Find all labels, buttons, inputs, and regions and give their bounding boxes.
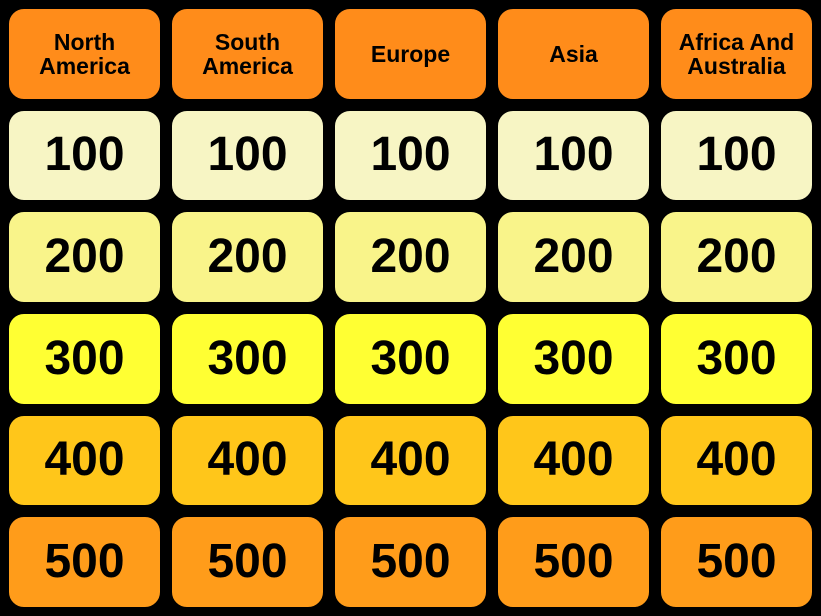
jeopardy-board: North America South America Europe Asia … bbox=[0, 0, 821, 616]
tile-africa-australia-400[interactable]: 400 bbox=[658, 413, 815, 509]
tile-europe-200[interactable]: 200 bbox=[332, 209, 489, 305]
tile-south-america-500[interactable]: 500 bbox=[169, 514, 326, 610]
tile-asia-400[interactable]: 400 bbox=[495, 413, 652, 509]
tile-africa-australia-200[interactable]: 200 bbox=[658, 209, 815, 305]
tile-asia-200[interactable]: 200 bbox=[495, 209, 652, 305]
tile-north-america-100[interactable]: 100 bbox=[6, 108, 163, 204]
tile-north-america-200[interactable]: 200 bbox=[6, 209, 163, 305]
tile-asia-100[interactable]: 100 bbox=[495, 108, 652, 204]
tile-north-america-500[interactable]: 500 bbox=[6, 514, 163, 610]
tile-south-america-100[interactable]: 100 bbox=[169, 108, 326, 204]
category-header-europe: Europe bbox=[332, 6, 489, 102]
tile-europe-100[interactable]: 100 bbox=[332, 108, 489, 204]
tile-north-america-400[interactable]: 400 bbox=[6, 413, 163, 509]
tile-asia-500[interactable]: 500 bbox=[495, 514, 652, 610]
tile-europe-300[interactable]: 300 bbox=[332, 311, 489, 407]
tile-asia-300[interactable]: 300 bbox=[495, 311, 652, 407]
category-header-north-america: North America bbox=[6, 6, 163, 102]
tile-south-america-400[interactable]: 400 bbox=[169, 413, 326, 509]
category-header-africa-australia: Africa And Australia bbox=[658, 6, 815, 102]
category-header-asia: Asia bbox=[495, 6, 652, 102]
tile-africa-australia-100[interactable]: 100 bbox=[658, 108, 815, 204]
tile-south-america-300[interactable]: 300 bbox=[169, 311, 326, 407]
category-header-south-america: South America bbox=[169, 6, 326, 102]
tile-europe-500[interactable]: 500 bbox=[332, 514, 489, 610]
tile-africa-australia-300[interactable]: 300 bbox=[658, 311, 815, 407]
tile-north-america-300[interactable]: 300 bbox=[6, 311, 163, 407]
tile-south-america-200[interactable]: 200 bbox=[169, 209, 326, 305]
tile-europe-400[interactable]: 400 bbox=[332, 413, 489, 509]
tile-africa-australia-500[interactable]: 500 bbox=[658, 514, 815, 610]
